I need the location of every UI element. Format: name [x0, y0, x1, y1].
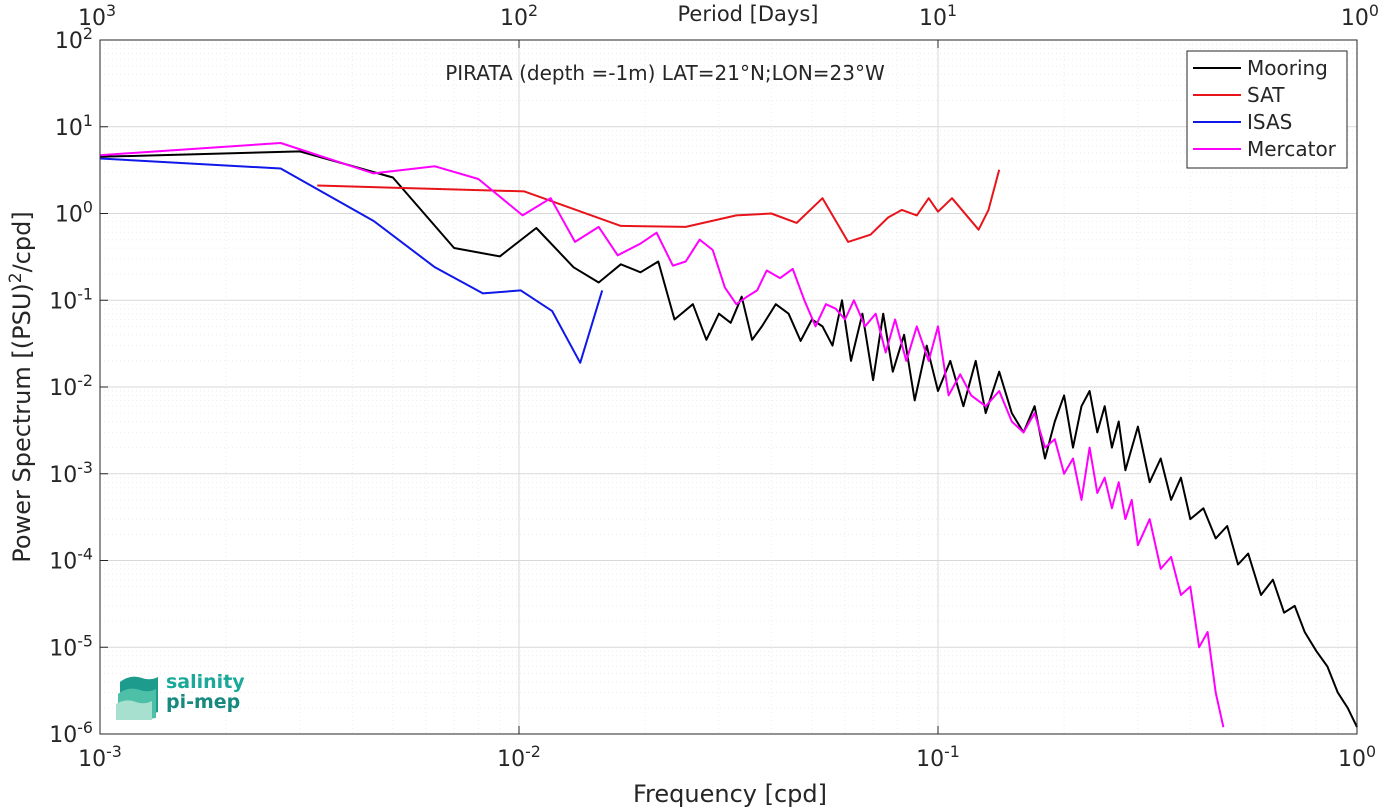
y-tick-label: 10-5 [49, 631, 93, 661]
y-tick-label: 100 [55, 198, 93, 228]
legend: Mooring SAT ISAS Mercator [1186, 50, 1348, 169]
series-layer [99, 142, 1358, 728]
y-tick-label: 10-2 [49, 371, 93, 401]
series-line-mooring [99, 150, 1358, 728]
logo-line-2: pi-mep [166, 691, 241, 713]
series-line-mercator [99, 142, 1225, 728]
salinity-pi-mep-logo: salinity pi-mep [116, 672, 256, 722]
legend-label-mercator: Mercator [1247, 137, 1337, 161]
y-tick-label: 102 [55, 24, 93, 54]
grid-lines [99, 40, 1357, 735]
y-tick-label: 10-4 [49, 545, 93, 575]
x-tick-label: 10-2 [497, 742, 541, 772]
chart-title: PIRATA (depth =-1m) LAT=21°N;LON=23°W [445, 61, 885, 85]
top-tick-label: 100 [1341, 1, 1379, 31]
x-tick-label: 10-3 [78, 742, 122, 772]
y-axis-label: Power Spectrum [(PSU)2/cpd] [6, 211, 36, 562]
top-axis-label: Period [Days] [678, 2, 819, 26]
x-axis-label: Frequency [cpd] [633, 780, 827, 808]
x-tick-label: 10-1 [916, 742, 960, 772]
logo-line-1: salinity [166, 671, 245, 693]
legend-label-mooring: Mooring [1247, 56, 1328, 80]
legend-label-sat: SAT [1247, 83, 1285, 107]
top-tick-label: 103 [78, 1, 116, 31]
series-line-isas [99, 157, 604, 364]
logo-waves-icon [116, 676, 158, 720]
top-tick-label: 102 [500, 1, 538, 31]
y-tick-label: 10-3 [49, 458, 93, 488]
x-tick-label: 100 [1338, 742, 1376, 772]
y-tick-label: 101 [55, 111, 93, 141]
top-tick-label: 101 [919, 1, 957, 31]
y-tick-label: 10-6 [49, 718, 93, 748]
series-line-sat [317, 169, 1001, 243]
legend-label-isas: ISAS [1247, 110, 1292, 134]
y-tick-label: 10-1 [49, 284, 93, 314]
